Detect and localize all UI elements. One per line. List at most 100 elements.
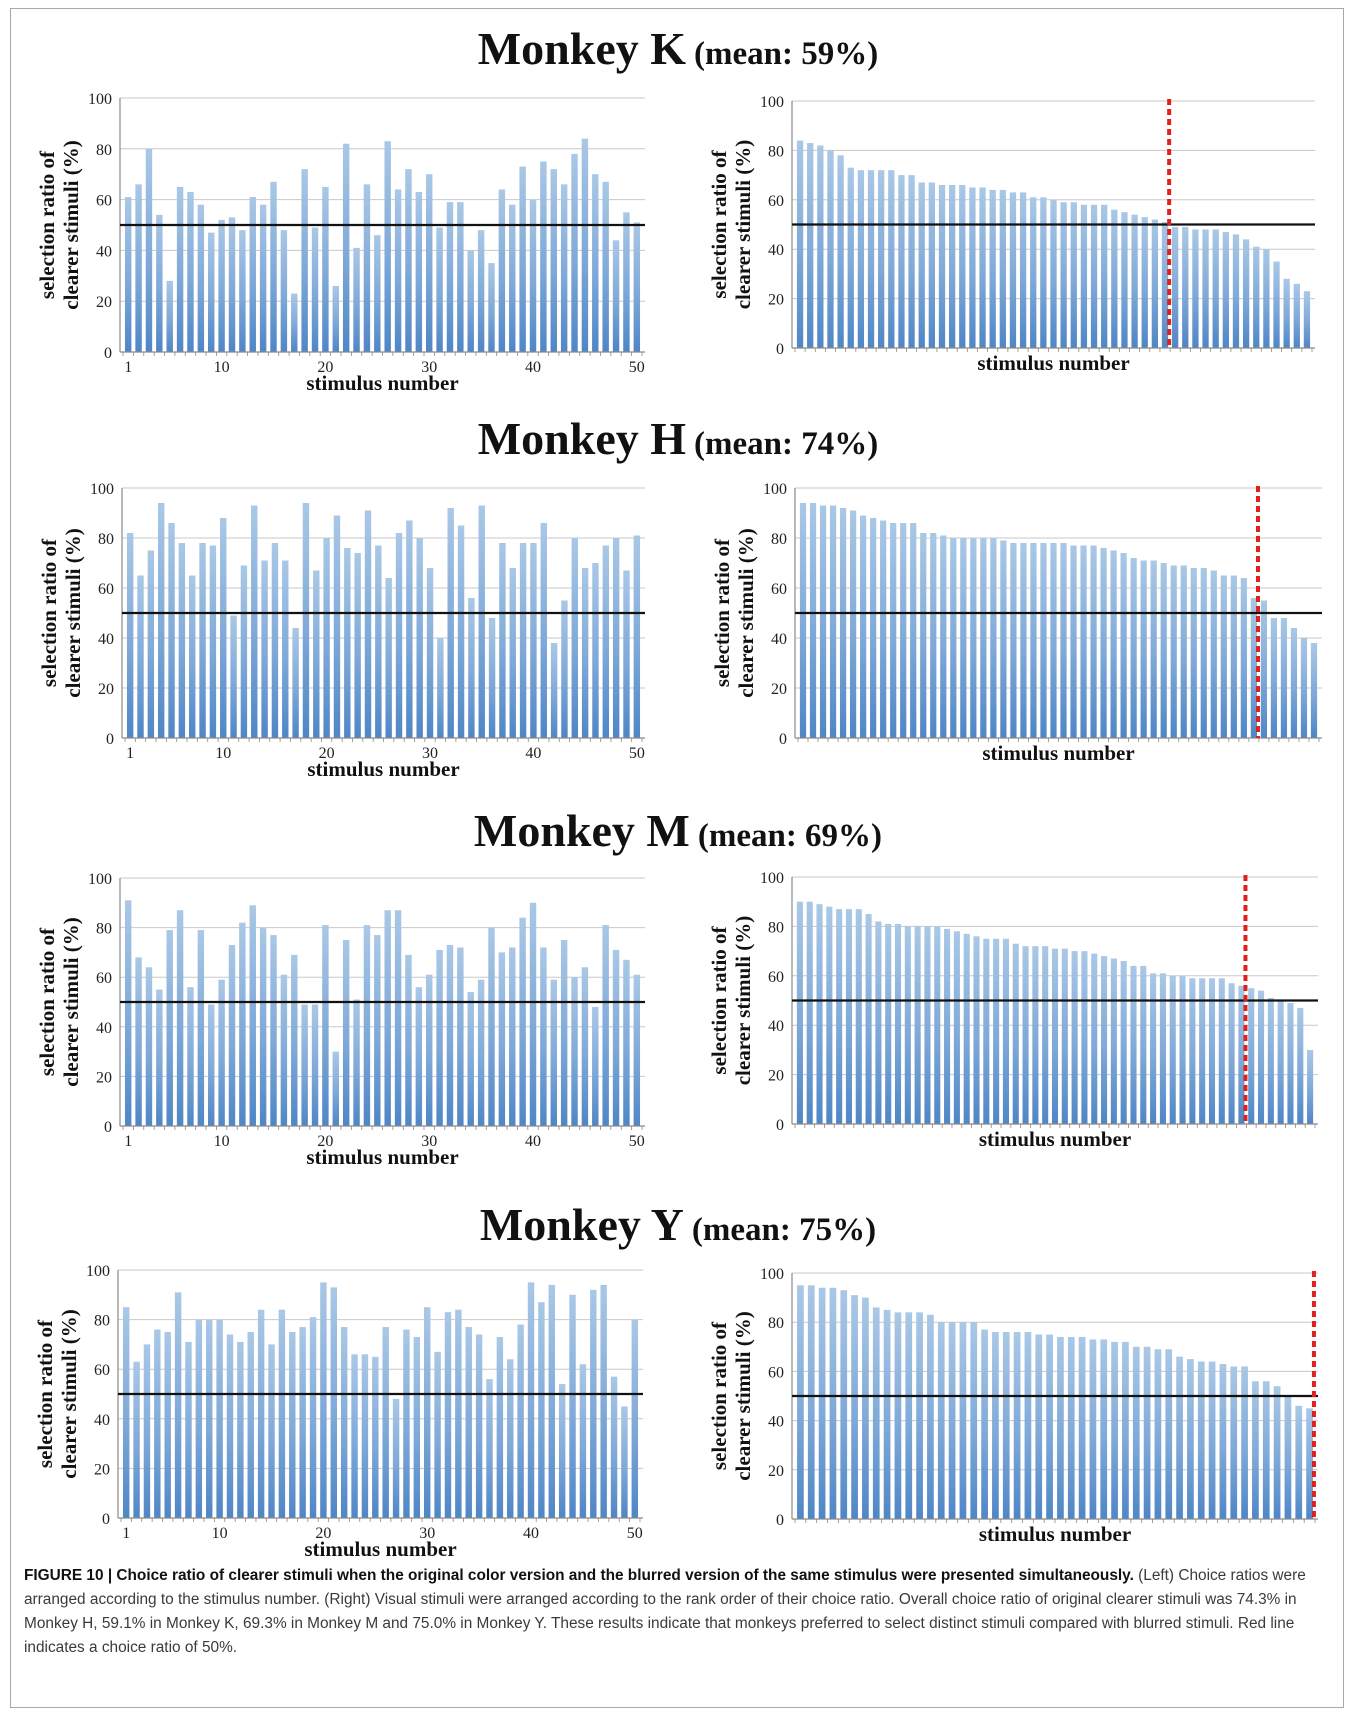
bar	[486, 1379, 493, 1518]
bar	[867, 170, 875, 348]
bar	[1040, 197, 1047, 348]
bar	[330, 1287, 338, 1518]
y-tick-label: 20	[771, 681, 787, 698]
bar	[498, 189, 506, 352]
bar	[1280, 618, 1288, 738]
y-tick-label: 20	[768, 1463, 784, 1480]
bar	[477, 979, 485, 1126]
bar	[592, 174, 599, 352]
bar	[1121, 212, 1128, 348]
x-axis-label: stimulus number	[306, 1145, 458, 1169]
bar	[1273, 1386, 1281, 1519]
bar	[1090, 204, 1098, 348]
bar	[239, 922, 246, 1126]
bar	[1154, 1349, 1162, 1519]
bar	[240, 565, 248, 738]
y-tick-label: 80	[98, 531, 114, 548]
bar	[228, 944, 236, 1126]
y-axis-label-line: clearer stimuli (%)	[734, 528, 758, 698]
bar	[259, 927, 267, 1126]
panel-title-monkey-k: Monkey K (mean: 59%)	[0, 22, 1356, 75]
bar	[394, 910, 402, 1126]
bar	[561, 600, 568, 738]
x-tick-label: 40	[523, 1525, 539, 1542]
x-axis-label: stimulus number	[304, 1537, 456, 1560]
y-tick-label: 80	[768, 143, 784, 160]
bar	[538, 1302, 545, 1518]
bar	[612, 538, 620, 738]
bar	[623, 570, 630, 738]
bar	[924, 926, 931, 1124]
bar	[816, 904, 823, 1124]
bar	[413, 1336, 421, 1518]
bar	[1090, 545, 1097, 738]
bar	[509, 568, 516, 738]
monkey-mean: (mean: 69%)	[697, 818, 883, 854]
bar	[1140, 560, 1147, 738]
bar	[394, 189, 402, 352]
monkey-mean: (mean: 59%)	[694, 36, 879, 72]
bar	[1141, 217, 1148, 348]
bar	[1197, 1361, 1205, 1519]
bar	[320, 1282, 327, 1518]
bar	[1169, 975, 1176, 1124]
y-axis-label: selection ratio ofclearer stimuli (%)	[707, 140, 755, 310]
bar	[1130, 558, 1137, 738]
bar	[959, 1322, 967, 1519]
bar	[509, 947, 516, 1126]
bar	[1032, 946, 1039, 1124]
bar	[1002, 1332, 1010, 1519]
bar	[819, 505, 827, 738]
bar	[446, 202, 454, 352]
bar	[342, 940, 350, 1126]
bar	[1248, 988, 1255, 1124]
bar	[927, 1314, 934, 1519]
monkey-name: Monkey K	[477, 23, 687, 74]
y-axis-label-line: selection ratio of	[707, 149, 731, 298]
bar	[847, 167, 854, 348]
bar	[425, 174, 433, 352]
bar	[592, 563, 599, 738]
bar	[1170, 565, 1177, 738]
bar	[910, 523, 917, 738]
y-tick-label: 80	[96, 142, 112, 159]
y-tick-label: 40	[94, 1412, 110, 1429]
bar	[807, 142, 814, 348]
bar	[1160, 563, 1167, 738]
bar	[257, 1309, 265, 1518]
y-tick-label: 100	[760, 870, 784, 887]
bar	[340, 1327, 348, 1518]
y-tick-label: 0	[104, 345, 112, 362]
bar	[230, 615, 237, 738]
bar	[313, 570, 320, 738]
bar	[1042, 946, 1049, 1124]
bar	[983, 938, 990, 1124]
monkey-mean: (mean: 75%)	[691, 1212, 877, 1248]
bar	[1283, 278, 1290, 348]
bar	[226, 1334, 234, 1518]
bar	[499, 543, 506, 738]
y-tick-label: 40	[768, 1018, 784, 1035]
x-axis-label: stimulus number	[977, 351, 1129, 375]
bar	[579, 1364, 587, 1518]
y-axis-label: selection ratio ofclearer stimuli (%)	[35, 917, 83, 1087]
bar	[342, 143, 350, 352]
bar	[416, 538, 423, 738]
y-tick-label: 100	[760, 1266, 784, 1283]
bar	[323, 538, 330, 738]
bar	[1051, 948, 1059, 1124]
bar	[796, 901, 803, 1124]
bar	[1120, 553, 1127, 738]
bar	[247, 1332, 254, 1518]
y-tick-label: 80	[96, 921, 112, 938]
bar	[623, 959, 630, 1126]
bar	[807, 1285, 815, 1519]
bar	[1270, 618, 1278, 738]
bar	[837, 155, 844, 348]
bar	[1310, 643, 1318, 738]
caption-label: FIGURE 10 | Choice ratio of clearer stim…	[24, 1567, 1134, 1584]
bar	[176, 186, 184, 352]
bar	[550, 979, 557, 1126]
bar	[280, 230, 288, 352]
bar	[875, 921, 882, 1124]
